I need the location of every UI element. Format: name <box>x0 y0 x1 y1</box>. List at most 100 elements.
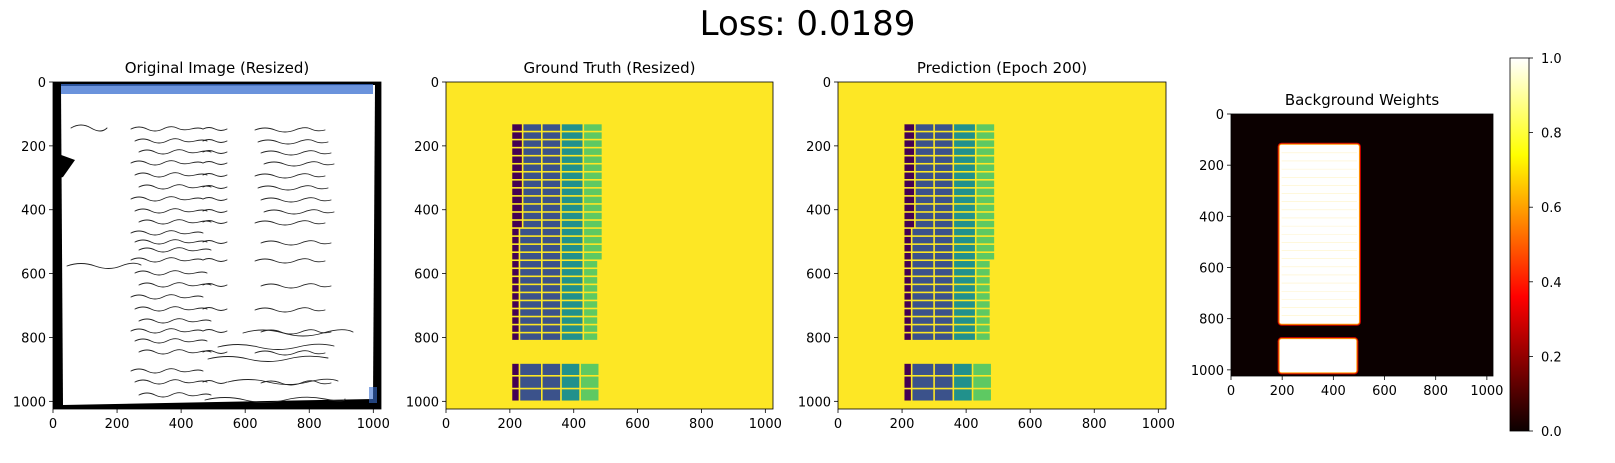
cell <box>904 164 915 171</box>
cell <box>561 148 583 155</box>
ink-line <box>202 220 228 224</box>
ink-line <box>134 138 208 144</box>
ink-line <box>260 283 332 289</box>
ink-line <box>217 343 335 350</box>
ink-line <box>138 184 212 190</box>
cell <box>561 220 583 228</box>
cell <box>915 180 934 188</box>
cell <box>512 376 519 388</box>
cell <box>561 363 580 375</box>
cell <box>561 317 583 324</box>
cell <box>904 244 911 252</box>
cell <box>584 293 598 300</box>
cell <box>584 212 602 220</box>
cell <box>512 293 519 300</box>
cell <box>561 376 580 388</box>
cell <box>912 325 934 332</box>
cell <box>561 212 583 220</box>
cell <box>954 363 972 375</box>
cell <box>584 301 598 308</box>
cell <box>520 236 542 244</box>
cell <box>584 244 602 252</box>
x-tick-label: 800 <box>689 417 714 432</box>
cell <box>542 236 561 244</box>
cell <box>904 261 911 268</box>
cell <box>934 236 953 244</box>
cell <box>523 132 542 139</box>
cell <box>542 124 561 131</box>
cell <box>954 277 975 284</box>
cell <box>954 236 975 244</box>
cell <box>912 277 934 284</box>
cell <box>904 309 911 316</box>
cell <box>512 172 522 180</box>
cell <box>542 140 561 147</box>
ink-line <box>202 150 228 154</box>
cell <box>915 148 934 155</box>
cell <box>912 236 934 244</box>
cell <box>904 172 915 180</box>
cell <box>912 285 934 292</box>
cell <box>542 277 561 284</box>
panel-4: 0.0 0.2 0.4 0.6 0.8 1.0 Background Weights 0 200… <box>1191 52 1562 440</box>
cell <box>512 196 522 204</box>
y-tick-label: 200 <box>414 140 439 155</box>
cell <box>934 156 953 163</box>
cell <box>512 244 519 252</box>
ink-line <box>130 328 204 334</box>
y-tick-label: 400 <box>21 204 46 219</box>
cell <box>954 309 975 316</box>
cell <box>512 333 519 340</box>
cell <box>523 220 542 228</box>
cell <box>561 244 583 252</box>
cell <box>584 333 598 340</box>
x-tick-label: 0 <box>834 417 842 432</box>
cell <box>520 269 542 276</box>
cell <box>584 252 602 260</box>
cell <box>520 277 542 284</box>
cell <box>954 244 975 252</box>
cell <box>934 363 953 375</box>
axes-title: Ground Truth (Resized) <box>523 59 695 77</box>
axes-frame <box>52 81 382 410</box>
cell <box>542 261 561 268</box>
axes-frame <box>1230 113 1494 377</box>
cell <box>954 285 975 292</box>
cell <box>512 204 522 212</box>
cell <box>976 156 995 163</box>
cell <box>584 180 602 188</box>
y-tick-label: 600 <box>806 268 831 283</box>
ink-line <box>254 173 326 179</box>
cell <box>904 333 911 340</box>
cell <box>934 244 953 252</box>
cell <box>512 124 522 131</box>
cell <box>976 220 995 228</box>
cell <box>976 204 995 212</box>
x-tick-label: 200 <box>105 417 130 432</box>
axes-frame <box>837 81 1167 410</box>
cell <box>976 261 990 268</box>
cell <box>580 363 599 375</box>
cell <box>904 317 911 324</box>
ink-line <box>130 196 204 202</box>
cell <box>542 220 561 228</box>
ink-line <box>257 185 329 191</box>
cell <box>584 228 602 236</box>
ink-line <box>202 185 228 189</box>
cell <box>912 376 934 388</box>
cell <box>912 228 934 236</box>
cell <box>934 148 953 155</box>
y-tick-label: 600 <box>21 268 46 283</box>
handwriting <box>66 124 354 403</box>
cell <box>934 317 953 324</box>
colorbar-tick-label: 0.2 <box>1541 350 1562 365</box>
ink-line <box>202 380 228 384</box>
x-tick-label: 1000 <box>749 417 782 432</box>
cell <box>954 132 975 139</box>
cell <box>934 252 953 260</box>
ink-line <box>242 329 354 337</box>
cell <box>584 285 598 292</box>
weights-region <box>1279 339 1357 373</box>
cell <box>512 269 519 276</box>
x-tick-label: 200 <box>1270 384 1295 399</box>
